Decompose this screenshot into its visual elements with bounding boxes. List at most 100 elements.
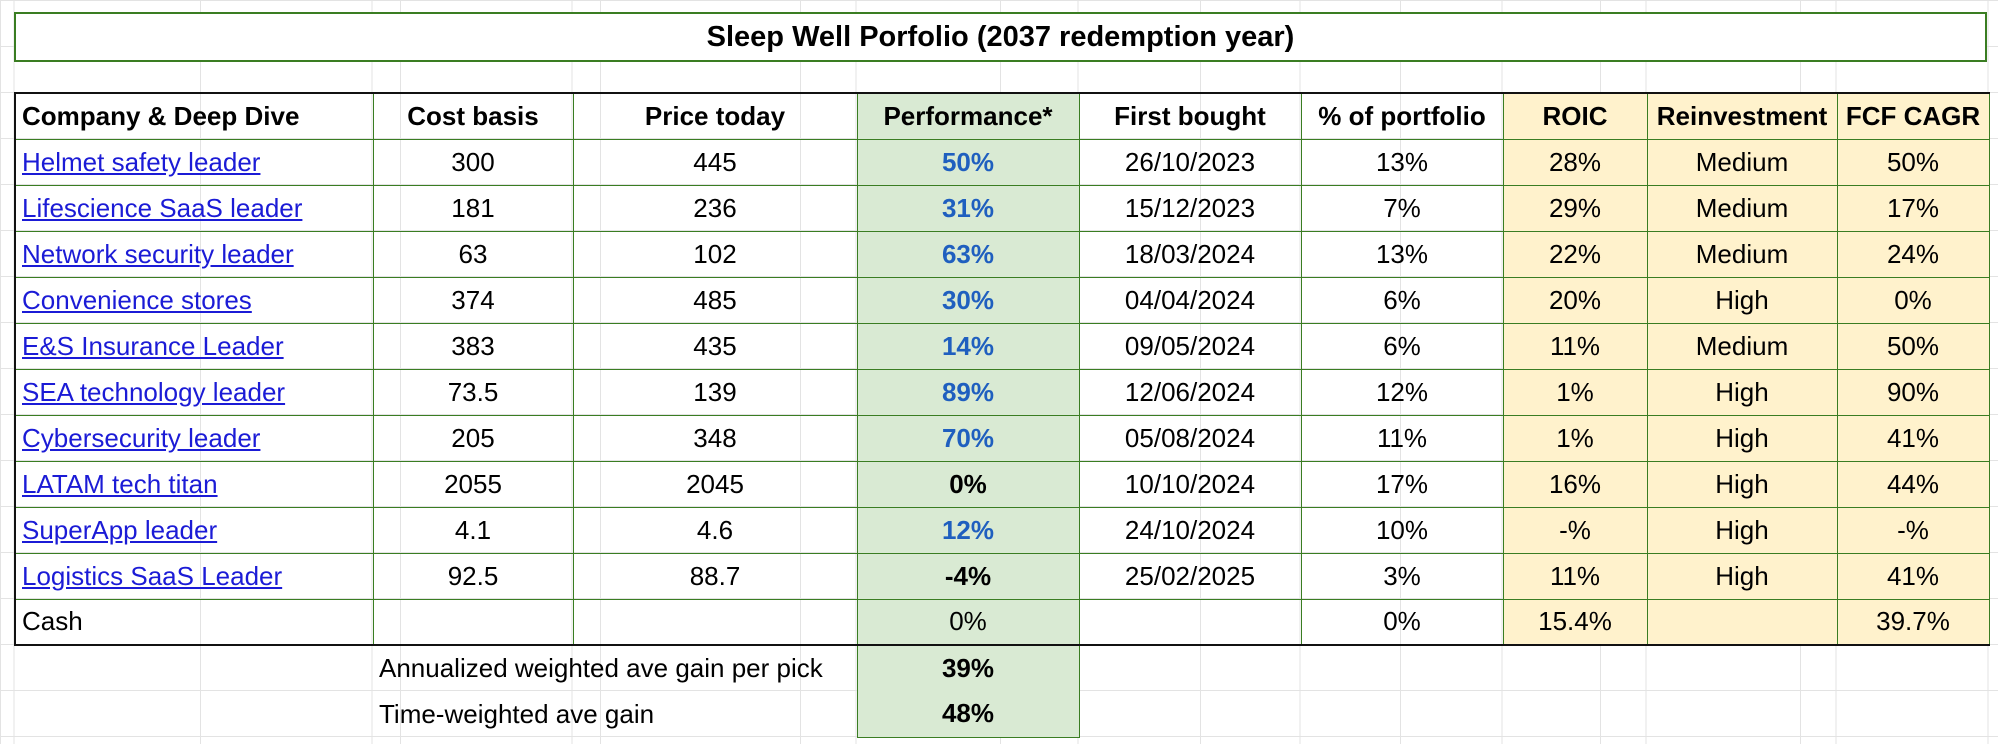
- cash-roic[interactable]: 15.4%: [1502, 598, 1648, 646]
- cash-pct-portfolio[interactable]: 0%: [1300, 598, 1504, 646]
- company-cell[interactable]: Convenience stores: [14, 276, 374, 324]
- sheet-title[interactable]: Sleep Well Porfolio (2037 redemption yea…: [14, 12, 1987, 62]
- company-cell[interactable]: Logistics SaaS Leader: [14, 552, 374, 600]
- roic-cell[interactable]: -%: [1502, 506, 1648, 554]
- price-today-cell[interactable]: 139: [572, 368, 858, 416]
- company-link[interactable]: SEA technology leader: [22, 376, 286, 407]
- company-link[interactable]: Convenience stores: [22, 284, 252, 315]
- cost-basis-cell[interactable]: 92.5: [372, 552, 574, 600]
- price-today-cell[interactable]: 102: [572, 230, 858, 278]
- cash-first-bought[interactable]: [1078, 598, 1302, 646]
- pct-portfolio-cell[interactable]: 13%: [1300, 230, 1504, 278]
- header-company[interactable]: Company & Deep Dive: [14, 92, 374, 140]
- first-bought-cell[interactable]: 12/06/2024: [1078, 368, 1302, 416]
- company-link[interactable]: Logistics SaaS Leader: [22, 560, 283, 591]
- cost-basis-cell[interactable]: 73.5: [372, 368, 574, 416]
- performance-cell[interactable]: 50%: [856, 138, 1080, 186]
- summary-label-annualized[interactable]: Annualized weighted ave gain per pick: [379, 653, 823, 683]
- pct-portfolio-cell[interactable]: 3%: [1300, 552, 1504, 600]
- header-roic[interactable]: ROIC: [1502, 92, 1648, 140]
- cost-basis-cell[interactable]: 63: [372, 230, 574, 278]
- fcf-cagr-cell[interactable]: 41%: [1836, 414, 1990, 462]
- price-today-cell[interactable]: 88.7: [572, 552, 858, 600]
- header-cost-basis[interactable]: Cost basis: [372, 92, 574, 140]
- company-link[interactable]: LATAM tech titan: [22, 468, 218, 499]
- header-reinvestment[interactable]: Reinvestment: [1646, 92, 1838, 140]
- first-bought-cell[interactable]: 18/03/2024: [1078, 230, 1302, 278]
- header-first-bought[interactable]: First bought: [1078, 92, 1302, 140]
- header-fcf-cagr[interactable]: FCF CAGR: [1836, 92, 1990, 140]
- performance-cell[interactable]: 63%: [856, 230, 1080, 278]
- reinvestment-cell[interactable]: High: [1646, 506, 1838, 554]
- price-today-cell[interactable]: 236: [572, 184, 858, 232]
- fcf-cagr-cell[interactable]: 0%: [1836, 276, 1990, 324]
- pct-portfolio-cell[interactable]: 7%: [1300, 184, 1504, 232]
- summary-label-time-weighted[interactable]: Time-weighted ave gain: [379, 698, 655, 729]
- performance-cell[interactable]: 89%: [856, 368, 1080, 416]
- roic-cell[interactable]: 20%: [1502, 276, 1648, 324]
- first-bought-cell[interactable]: 26/10/2023: [1078, 138, 1302, 186]
- pct-portfolio-cell[interactable]: 12%: [1300, 368, 1504, 416]
- company-link[interactable]: Network security leader: [22, 238, 294, 269]
- price-today-cell[interactable]: 435: [572, 322, 858, 370]
- roic-cell[interactable]: 16%: [1502, 460, 1648, 508]
- cost-basis-cell[interactable]: 300: [372, 138, 574, 186]
- summary-value-time-weighted[interactable]: 48%: [856, 691, 1080, 738]
- company-cell[interactable]: Cybersecurity leader: [14, 414, 374, 462]
- pct-portfolio-cell[interactable]: 6%: [1300, 276, 1504, 324]
- company-link[interactable]: Helmet safety leader: [22, 146, 261, 177]
- roic-cell[interactable]: 22%: [1502, 230, 1648, 278]
- company-link[interactable]: SuperApp leader: [22, 514, 218, 545]
- company-cell[interactable]: LATAM tech titan: [14, 460, 374, 508]
- price-today-cell[interactable]: 4.6: [572, 506, 858, 554]
- cost-basis-cell[interactable]: 4.1: [372, 506, 574, 554]
- roic-cell[interactable]: 29%: [1502, 184, 1648, 232]
- pct-portfolio-cell[interactable]: 10%: [1300, 506, 1504, 554]
- cash-price-today[interactable]: [572, 598, 858, 646]
- company-cell[interactable]: Network security leader: [14, 230, 374, 278]
- company-link[interactable]: Lifescience SaaS leader: [22, 192, 303, 223]
- fcf-cagr-cell[interactable]: 50%: [1836, 138, 1990, 186]
- reinvestment-cell[interactable]: Medium: [1646, 184, 1838, 232]
- cash-cost-basis[interactable]: [372, 598, 574, 646]
- company-link[interactable]: Cybersecurity leader: [22, 422, 261, 453]
- fcf-cagr-cell[interactable]: 50%: [1836, 322, 1990, 370]
- cost-basis-cell[interactable]: 383: [372, 322, 574, 370]
- roic-cell[interactable]: 11%: [1502, 552, 1648, 600]
- first-bought-cell[interactable]: 24/10/2024: [1078, 506, 1302, 554]
- performance-cell[interactable]: 30%: [856, 276, 1080, 324]
- reinvestment-cell[interactable]: High: [1646, 460, 1838, 508]
- pct-portfolio-cell[interactable]: 6%: [1300, 322, 1504, 370]
- cash-reinvestment[interactable]: [1646, 598, 1838, 646]
- company-link[interactable]: E&S Insurance Leader: [22, 330, 284, 361]
- fcf-cagr-cell[interactable]: 17%: [1836, 184, 1990, 232]
- performance-cell[interactable]: 70%: [856, 414, 1080, 462]
- performance-cell[interactable]: 31%: [856, 184, 1080, 232]
- roic-cell[interactable]: 11%: [1502, 322, 1648, 370]
- header-price-today[interactable]: Price today: [572, 92, 858, 140]
- cost-basis-cell[interactable]: 2055: [372, 460, 574, 508]
- reinvestment-cell[interactable]: Medium: [1646, 230, 1838, 278]
- company-cell[interactable]: SEA technology leader: [14, 368, 374, 416]
- first-bought-cell[interactable]: 15/12/2023: [1078, 184, 1302, 232]
- reinvestment-cell[interactable]: Medium: [1646, 138, 1838, 186]
- fcf-cagr-cell[interactable]: 44%: [1836, 460, 1990, 508]
- company-cell[interactable]: Helmet safety leader: [14, 138, 374, 186]
- reinvestment-cell[interactable]: High: [1646, 552, 1838, 600]
- first-bought-cell[interactable]: 05/08/2024: [1078, 414, 1302, 462]
- first-bought-cell[interactable]: 25/02/2025: [1078, 552, 1302, 600]
- performance-cell[interactable]: -4%: [856, 552, 1080, 600]
- pct-portfolio-cell[interactable]: 17%: [1300, 460, 1504, 508]
- cost-basis-cell[interactable]: 181: [372, 184, 574, 232]
- cost-basis-cell[interactable]: 205: [372, 414, 574, 462]
- pct-portfolio-cell[interactable]: 11%: [1300, 414, 1504, 462]
- pct-portfolio-cell[interactable]: 13%: [1300, 138, 1504, 186]
- roic-cell[interactable]: 28%: [1502, 138, 1648, 186]
- cash-fcf-cagr[interactable]: 39.7%: [1836, 598, 1990, 646]
- fcf-cagr-cell[interactable]: 90%: [1836, 368, 1990, 416]
- reinvestment-cell[interactable]: Medium: [1646, 322, 1838, 370]
- reinvestment-cell[interactable]: High: [1646, 276, 1838, 324]
- performance-cell[interactable]: 0%: [856, 460, 1080, 508]
- summary-value-annualized[interactable]: 39%: [856, 645, 1080, 691]
- header-performance[interactable]: Performance*: [856, 92, 1080, 140]
